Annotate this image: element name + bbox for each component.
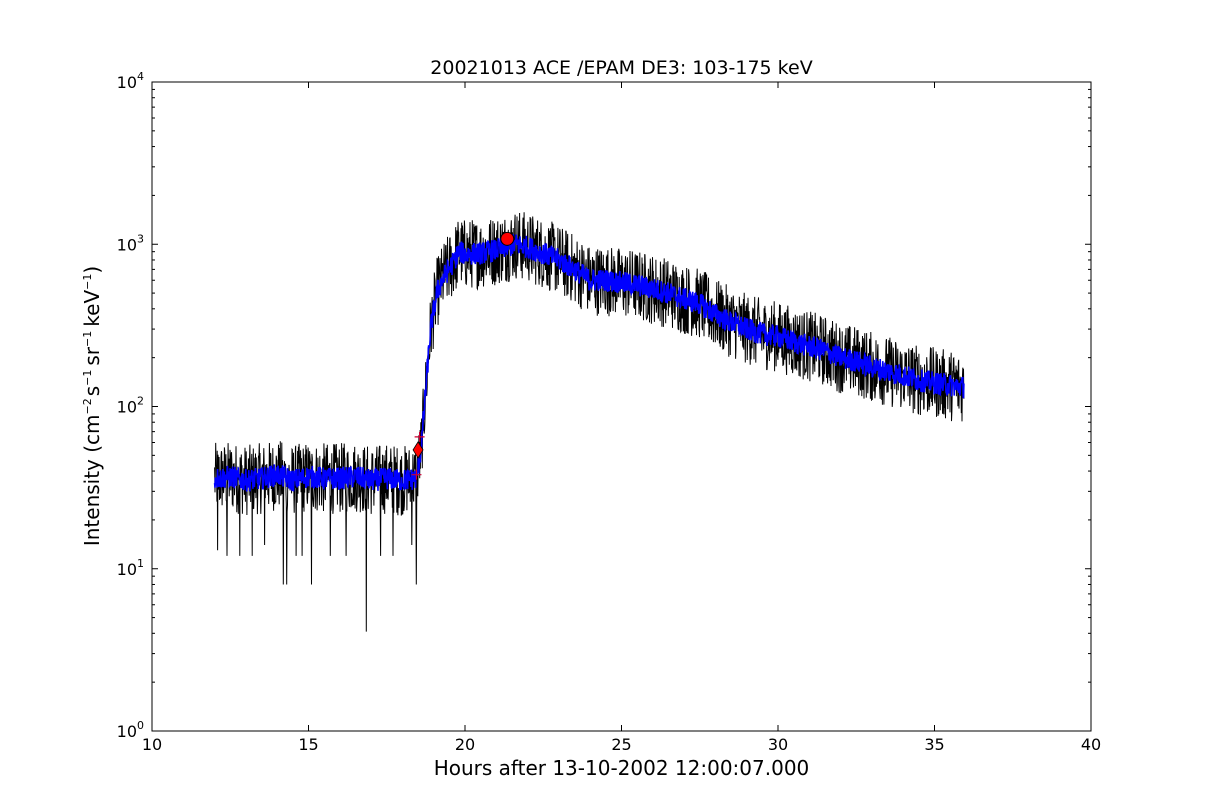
- y-tick-label: 101: [117, 557, 144, 579]
- x-axis-title: Hours after 13-10-2002 12:00:07.000: [434, 756, 810, 780]
- plus-marker-2: [414, 431, 425, 442]
- series-line-smoothed: [213, 234, 965, 492]
- series-group: [213, 212, 965, 632]
- x-tick-label: 40: [1081, 735, 1101, 754]
- x-tick-label: 30: [768, 735, 788, 754]
- axis-ticks: 10 15 20 25 30 35 40 100 101 102 103 104: [117, 70, 1102, 754]
- y-tick-label: 103: [117, 232, 144, 254]
- series-line-raw: [214, 212, 965, 632]
- x-tick-label: 10: [142, 735, 162, 754]
- peak-marker: [500, 231, 515, 246]
- x-tick-label: 35: [924, 735, 944, 754]
- onset-marker: [412, 441, 424, 459]
- y-axis-title: Intensity (cm−2s−1sr−1keV−1): [80, 266, 104, 546]
- chart-title: 20021013 ACE /EPAM DE3: 103-175 keV: [430, 57, 812, 79]
- y-tick-label: 102: [117, 395, 144, 417]
- plot-area: [213, 212, 965, 632]
- x-tick-label: 20: [455, 735, 475, 754]
- plus-marker-3: [411, 469, 422, 480]
- y-tick-label: 100: [117, 719, 144, 741]
- x-tick-label: 15: [298, 735, 318, 754]
- x-tick-label: 25: [611, 735, 631, 754]
- y-tick-label: 104: [117, 70, 144, 92]
